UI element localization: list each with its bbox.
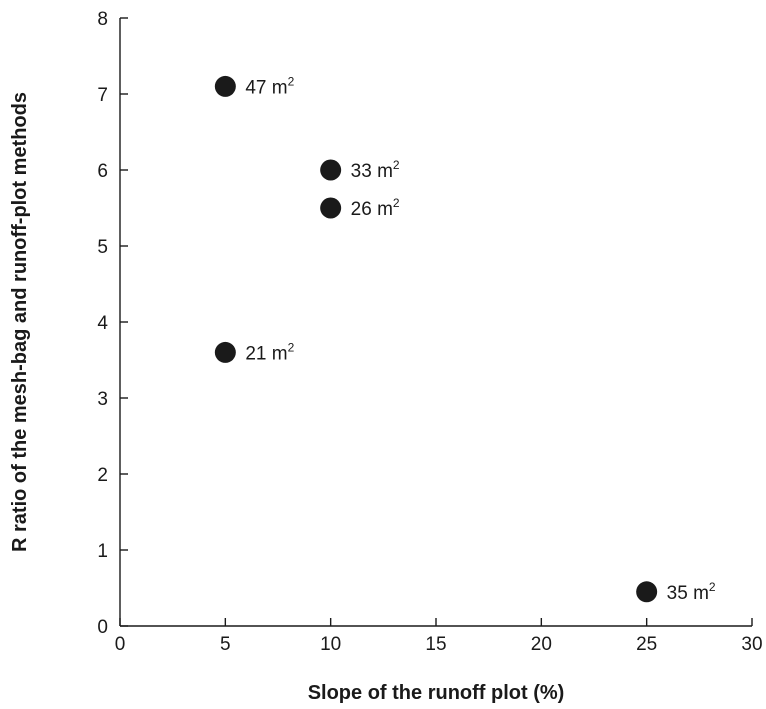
x-tick-label: 20 xyxy=(531,634,552,655)
x-axis-title: Slope of the runoff plot (%) xyxy=(308,682,565,704)
y-tick-label: 4 xyxy=(97,313,108,334)
data-point-label: 26 m2 xyxy=(351,196,400,220)
y-tick-label: 1 xyxy=(97,541,108,562)
data-point xyxy=(320,159,342,181)
y-tick-label: 8 xyxy=(97,9,108,30)
y-tick-label: 3 xyxy=(97,389,108,410)
data-point xyxy=(214,75,236,97)
x-tick-label: 15 xyxy=(425,634,446,655)
x-axis-ticks: 0 5 10 15 20 25 30 xyxy=(115,618,763,655)
y-tick-label: 5 xyxy=(97,237,108,258)
data-point-label: 35 m2 xyxy=(667,580,716,604)
data-point-labels: 47 m2 33 m2 26 m2 21 m2 35 m2 xyxy=(245,74,716,603)
y-tick-label: 0 xyxy=(97,617,108,638)
y-axis-ticks: 0 1 2 3 4 5 6 7 8 xyxy=(97,9,128,638)
x-tick-label: 30 xyxy=(741,634,762,655)
y-axis-title: R ratio of the mesh-bag and runoff-plot … xyxy=(9,92,31,552)
data-points xyxy=(214,75,658,603)
data-point-label: 21 m2 xyxy=(245,340,294,364)
x-tick-label: 5 xyxy=(220,634,231,655)
axes xyxy=(119,18,752,627)
data-point xyxy=(214,341,236,363)
y-tick-label: 7 xyxy=(97,85,108,106)
x-tick-label: 0 xyxy=(115,634,126,655)
x-tick-label: 25 xyxy=(636,634,657,655)
data-point xyxy=(320,197,342,219)
y-tick-label: 6 xyxy=(97,161,108,182)
x-tick-label: 10 xyxy=(320,634,341,655)
y-tick-label: 2 xyxy=(97,465,108,486)
data-point xyxy=(636,581,658,603)
data-point-label: 47 m2 xyxy=(245,74,294,98)
data-point-label: 33 m2 xyxy=(351,158,400,182)
